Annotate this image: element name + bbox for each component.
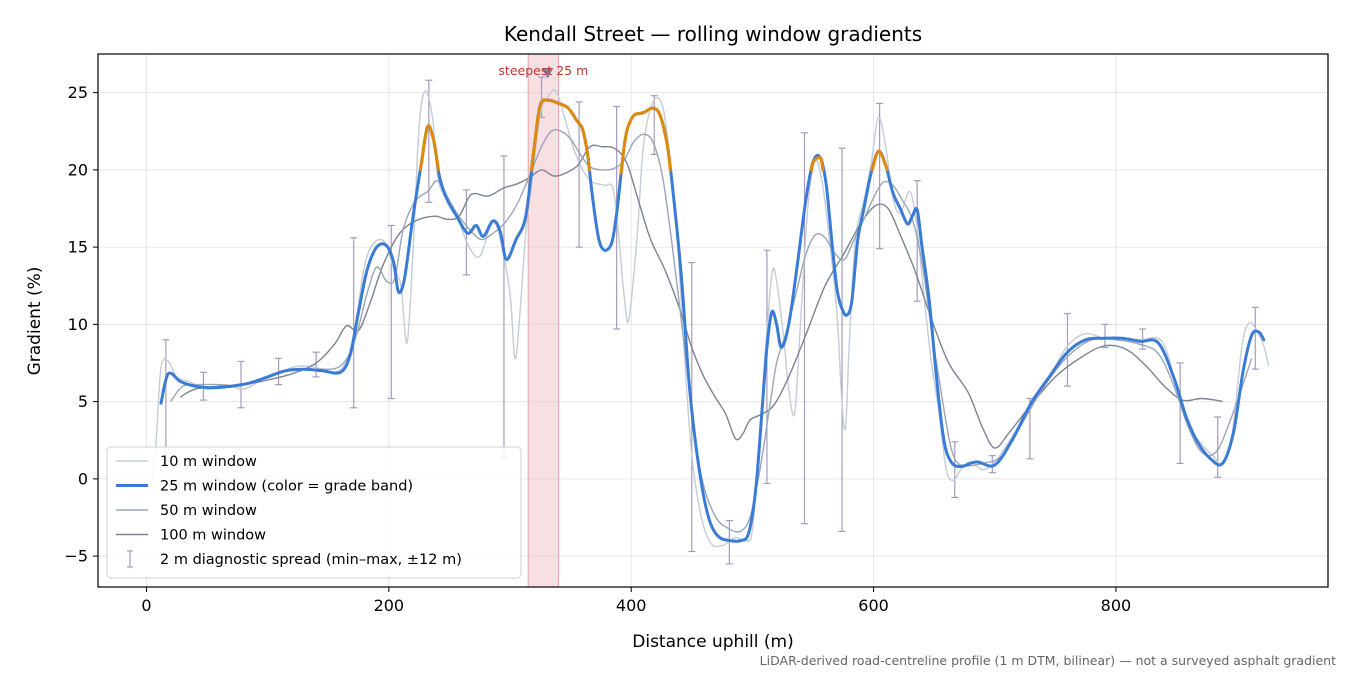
legend-entry: 50 m window — [116, 503, 257, 519]
spread-bar — [763, 249, 771, 485]
steepest-window-highlight — [527, 53, 559, 588]
legend-label: 100 m window — [160, 528, 266, 544]
series-line-w25-steep-segment — [870, 149, 889, 172]
series-line-w25-steep-segment — [418, 124, 440, 172]
x-tick-label: 800 — [1101, 596, 1132, 615]
series-line-w10 — [151, 89, 1270, 548]
y-axis-label: Gradient (%) — [25, 267, 45, 376]
x-tick-label: 400 — [616, 596, 647, 615]
grid — [98, 54, 1328, 587]
spread-bar — [350, 237, 358, 409]
legend-label: 2 m diagnostic spread (min–max, ±12 m) — [160, 552, 462, 568]
y-tick-label: 10 — [68, 315, 88, 334]
legend: 10 m window 25 m window (color = grade ba… — [106, 446, 522, 579]
legend-label: 50 m window — [160, 503, 257, 519]
spread-bar — [876, 102, 884, 250]
steepest-label: steepest 25 m — [498, 63, 588, 78]
spread-bar — [312, 351, 320, 378]
spread-bar — [800, 132, 808, 525]
spread-bar — [838, 147, 846, 532]
legend-entry: 100 m window — [116, 528, 266, 544]
x-tick-label: 600 — [858, 596, 889, 615]
y-tick-label: 5 — [78, 392, 88, 411]
spread-bar — [1026, 397, 1034, 460]
spread-bar — [1176, 362, 1184, 465]
footnote: LiDAR-derived road-centreline profile (1… — [760, 653, 1336, 668]
steepest-band — [527, 53, 559, 588]
spread-bar — [1101, 323, 1109, 349]
spread-bar — [1251, 306, 1259, 370]
x-tick-label: 200 — [374, 596, 405, 615]
diagnostic-spread-bars — [162, 76, 1259, 565]
chart-title: Kendall Street — rolling window gradient… — [504, 22, 922, 46]
axis-ticks: 0 200 400 600 800 −5 0 5 10 15 20 25 — [64, 83, 1131, 615]
spread-bar — [1214, 416, 1222, 478]
legend-label: 10 m window — [160, 454, 257, 470]
series-line-w25 — [159, 98, 1266, 543]
annotations: steepest 25 m — [498, 63, 588, 79]
x-tick-label: 0 — [141, 596, 151, 615]
series-line-w100 — [180, 144, 1223, 449]
steepest-marker — [541, 68, 554, 79]
spread-bar — [575, 101, 583, 248]
legend-entry: 10 m window — [116, 454, 257, 470]
series-line-w25-base — [159, 98, 1266, 543]
x-axis-label: Distance uphill (m) — [632, 632, 793, 652]
spread-bar — [1063, 312, 1071, 387]
series-lines — [151, 89, 1270, 548]
y-tick-label: −5 — [64, 547, 88, 566]
legend-label: 25 m window (color = grade band) — [160, 479, 413, 495]
series-line-w25-steep-segment — [529, 98, 591, 172]
series-line-w25-steep-segment — [619, 106, 672, 175]
legend-entry: 25 m window (color = grade band) — [116, 479, 413, 495]
legend-box — [106, 446, 522, 579]
series-line-w25-steep-segment — [810, 155, 825, 172]
plot-frame — [97, 53, 1329, 588]
y-tick-label: 15 — [68, 238, 88, 257]
y-tick-label: 0 — [78, 469, 88, 488]
spread-bar — [951, 441, 959, 498]
y-tick-label: 20 — [68, 160, 88, 179]
y-tick-label: 25 — [68, 83, 88, 102]
series-line-w50 — [170, 129, 1253, 533]
legend-entry: 2 m diagnostic spread (min–max, ±12 m) — [127, 550, 462, 568]
